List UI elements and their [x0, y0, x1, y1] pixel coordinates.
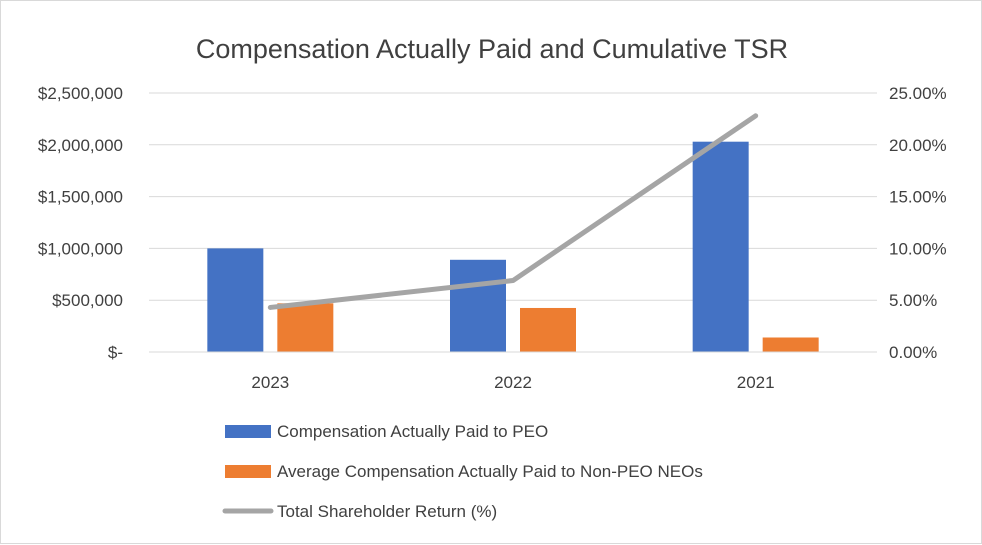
y-left-tick-label: $2,500,000 — [38, 84, 123, 103]
legend-label: Total Shareholder Return (%) — [277, 502, 497, 521]
y-right-tick-label: 5.00% — [889, 291, 937, 310]
x-tick-label: 2022 — [494, 373, 532, 392]
y-right-tick-label: 20.00% — [889, 136, 947, 155]
y-right-tick-label: 15.00% — [889, 188, 947, 207]
right-axis: 0.00% 5.00% 10.00% 15.00% 20.00% 25.00% — [889, 84, 947, 362]
y-left-tick-label: $1,000,000 — [38, 239, 123, 258]
x-axis: 2023 2022 2021 — [149, 351, 877, 392]
left-axis: $- $500,000 $1,000,000 $1,500,000 $2,000,000… — [38, 84, 123, 362]
bar-peo-2022 — [450, 259, 506, 352]
x-tick-label: 2023 — [251, 373, 289, 392]
legend-swatch-non-peo — [225, 465, 271, 478]
y-left-tick-label: $500,000 — [52, 291, 123, 310]
bar-peo-2023 — [207, 248, 264, 352]
legend-label: Compensation Actually Paid to PEO — [277, 422, 548, 441]
legend-label: Average Compensation Actually Paid to No… — [277, 462, 703, 481]
bar-peo-2021 — [692, 141, 749, 352]
legend: Compensation Actually Paid to PEO Average… — [222, 422, 703, 521]
y-left-tick-label: $1,500,000 — [38, 188, 123, 207]
y-left-tick-label: $2,000,000 — [38, 136, 123, 155]
bar-non-peo-2023 — [277, 303, 334, 352]
y-right-tick-label: 0.00% — [889, 343, 937, 362]
bar-non-peo-2021 — [762, 337, 819, 352]
legend-swatch-peo — [225, 425, 271, 438]
x-tick-label: 2021 — [737, 373, 775, 392]
y-right-tick-label: 25.00% — [889, 84, 947, 103]
y-left-tick-label: $- — [108, 343, 123, 362]
chart-title: Compensation Actually Paid and Cumulativ… — [196, 34, 788, 64]
line-layer — [267, 113, 759, 310]
bar-non-peo-2022 — [520, 307, 576, 352]
tsr-line — [267, 113, 759, 310]
bar-layer — [207, 141, 819, 352]
y-right-tick-label: 10.00% — [889, 239, 947, 258]
